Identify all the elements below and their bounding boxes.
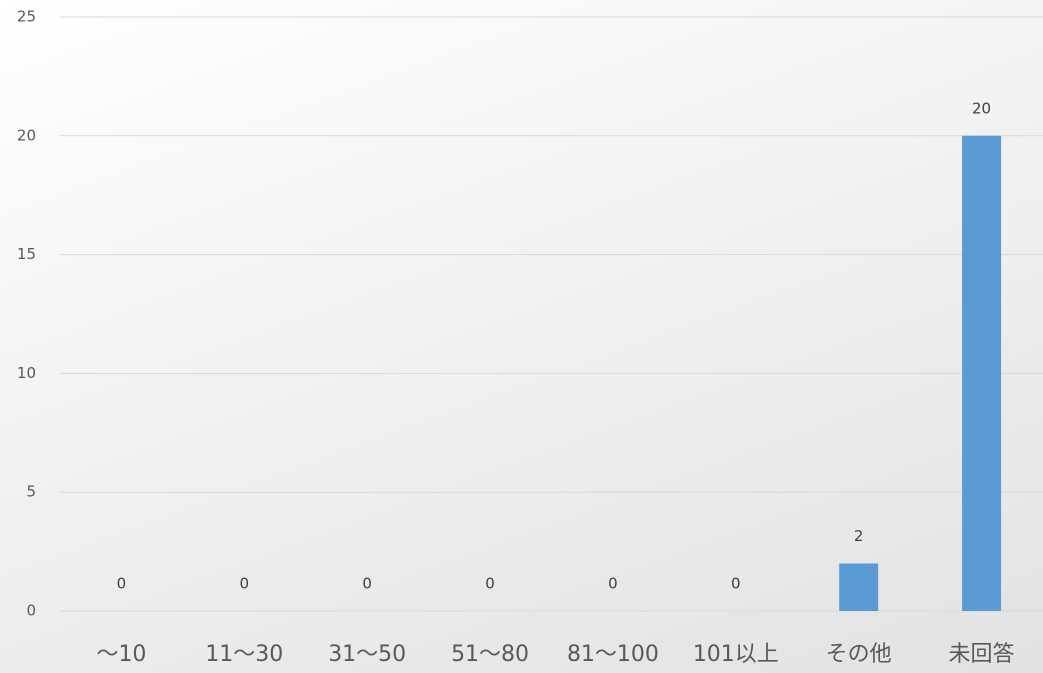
x-tick-label-1: 11～30 [205,642,283,667]
y-axis-tick-labels: 0 5 10 15 20 25 [17,8,36,620]
x-tick-label-6: その他 [826,642,892,667]
bar-6 [839,563,879,611]
y-tick-label-5: 5 [26,483,36,501]
data-label-5: 0 [731,575,741,593]
x-tick-label-3: 51～80 [451,642,529,667]
data-labels: 0 0 0 0 0 0 2 20 [117,99,991,592]
x-tick-label-5: 101以上 [693,642,779,667]
gridlines [60,16,1043,612]
y-tick-label-20: 20 [17,126,36,144]
bar-7 [962,135,1002,612]
data-label-4: 0 [608,575,618,593]
x-tick-label-7: 未回答 [949,642,1015,667]
y-tick-label-15: 15 [17,245,36,263]
x-axis-tick-labels: ～10 11～30 31～50 51～80 81～100 101以上 その他 未回答 [96,642,1014,667]
data-label-0: 0 [117,575,127,593]
y-tick-label-25: 25 [17,8,36,26]
x-tick-label-0: ～10 [96,642,146,667]
data-label-2: 0 [362,575,372,593]
y-tick-label-10: 10 [17,364,36,382]
bars [839,135,1002,612]
data-label-3: 0 [485,575,495,593]
y-tick-label-0: 0 [26,602,36,620]
data-label-7: 20 [972,99,991,117]
data-label-1: 0 [240,575,250,593]
x-tick-label-2: 31～50 [328,642,406,667]
x-tick-label-4: 81～100 [567,642,659,667]
data-label-6: 2 [854,527,864,545]
